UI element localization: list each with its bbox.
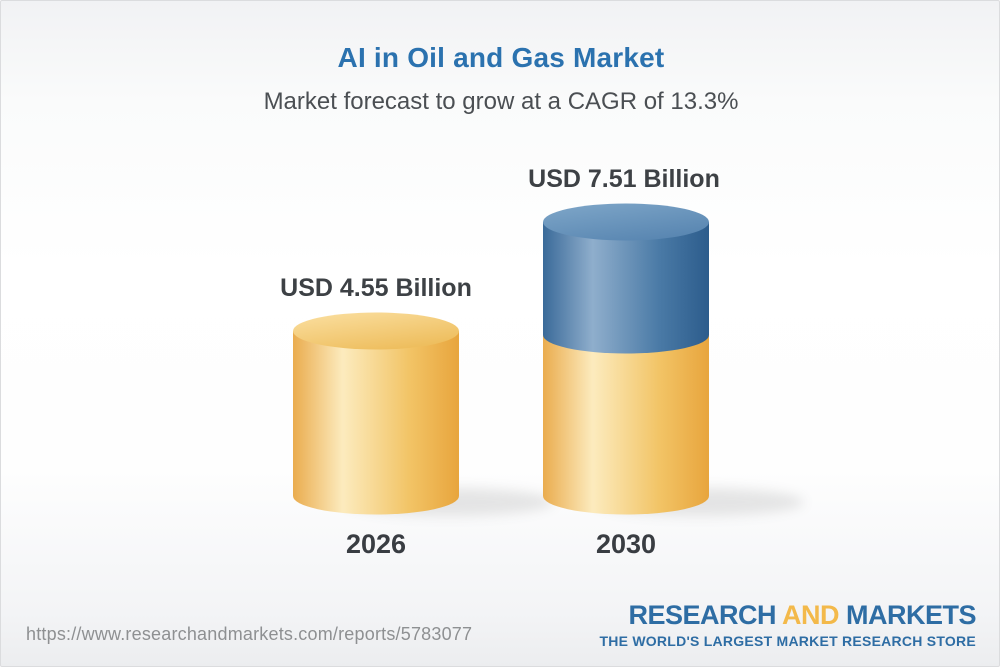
bar-2030-top-face (543, 203, 709, 241)
category-label-2030: 2030 (595, 529, 657, 559)
category-label-2026: 2026 (345, 529, 407, 559)
logo-wordmark: RESEARCH AND MARKETS (576, 602, 976, 629)
logo-word-research: RESEARCH (628, 600, 776, 630)
research-and-markets-logo: RESEARCH AND MARKETS THE WORLD'S LARGEST… (576, 602, 976, 649)
bar-2026-cylinder (293, 312, 459, 515)
report-url: https://www.researchandmarkets.com/repor… (26, 624, 473, 644)
logo-tagline: THE WORLD'S LARGEST MARKET RESEARCH STOR… (599, 633, 976, 649)
logo-word-and: AND (781, 600, 840, 630)
bar-value-label-2030: USD 7.51 Billion (528, 165, 720, 193)
page-title: AI in Oil and Gas Market (337, 42, 665, 73)
bar-2030-yellow-segment (543, 335, 709, 515)
bar-2030-cylinder (543, 203, 709, 515)
bar-2026-body (293, 331, 459, 515)
page-subtitle: Market forecast to grow at a CAGR of 13.… (263, 88, 739, 115)
bar-2026-top-face (293, 312, 459, 350)
bar-2030-blue-segment (543, 222, 709, 354)
logo-word-markets: MARKETS (846, 600, 977, 630)
bar-value-label-2026: USD 4.55 Billion (280, 274, 472, 302)
